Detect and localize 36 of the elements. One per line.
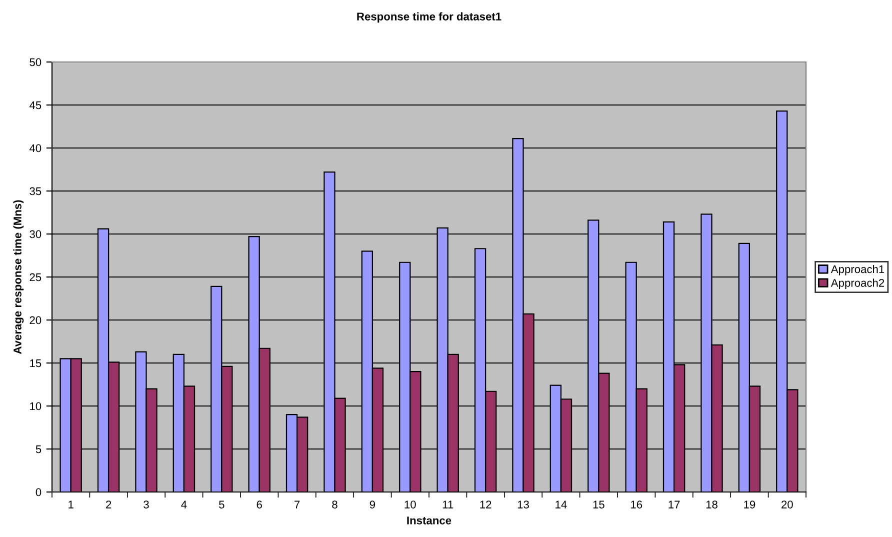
x-tick-label: 7 (294, 500, 300, 508)
x-tick-label: 5 (219, 500, 224, 508)
legend-label: Approach1 (830, 264, 884, 276)
y-tick-label: 50 (30, 58, 42, 66)
y-tick-label: 15 (30, 359, 42, 368)
y-tick-label: 35 (30, 187, 42, 196)
x-tick-label: 2 (106, 500, 112, 508)
y-tick-label: 0 (36, 488, 42, 496)
x-tick-label: 3 (144, 500, 149, 508)
x-tick-label: 18 (706, 500, 718, 508)
x-tick-label: 8 (332, 500, 338, 508)
x-tick-label: 19 (744, 500, 756, 508)
x-tick-label: 6 (256, 500, 262, 508)
legend-label: Approach2 (830, 278, 884, 290)
x-tick-label: 9 (370, 500, 376, 508)
y-tick-label: 25 (30, 273, 42, 282)
x-tick-label: 11 (442, 500, 454, 508)
y-tick-label: 30 (30, 230, 42, 238)
y-tick-label: 5 (36, 445, 42, 454)
x-tick-label: 12 (480, 500, 492, 508)
y-axis-title: Average response time (Mns) (13, 200, 24, 354)
y-tick-label: 40 (29, 144, 42, 152)
x-tick-label: 20 (782, 500, 793, 508)
x-tick-label: 10 (404, 500, 416, 508)
y-tick-label: 20 (30, 316, 42, 324)
x-tick-label: 14 (556, 500, 567, 508)
x-tick-label: 4 (181, 500, 187, 508)
x-axis-title: Instance (407, 516, 452, 524)
x-tick-label: 17 (668, 500, 680, 508)
y-tick-label: 10 (30, 402, 42, 410)
chart-title: Response time for dataset1 (357, 12, 502, 23)
x-tick-label: 16 (631, 500, 642, 508)
x-tick-label: 15 (593, 500, 604, 508)
x-tick-label: 13 (518, 500, 529, 508)
y-tick-label: 45 (29, 101, 42, 110)
x-tick-label: 1 (68, 500, 74, 508)
